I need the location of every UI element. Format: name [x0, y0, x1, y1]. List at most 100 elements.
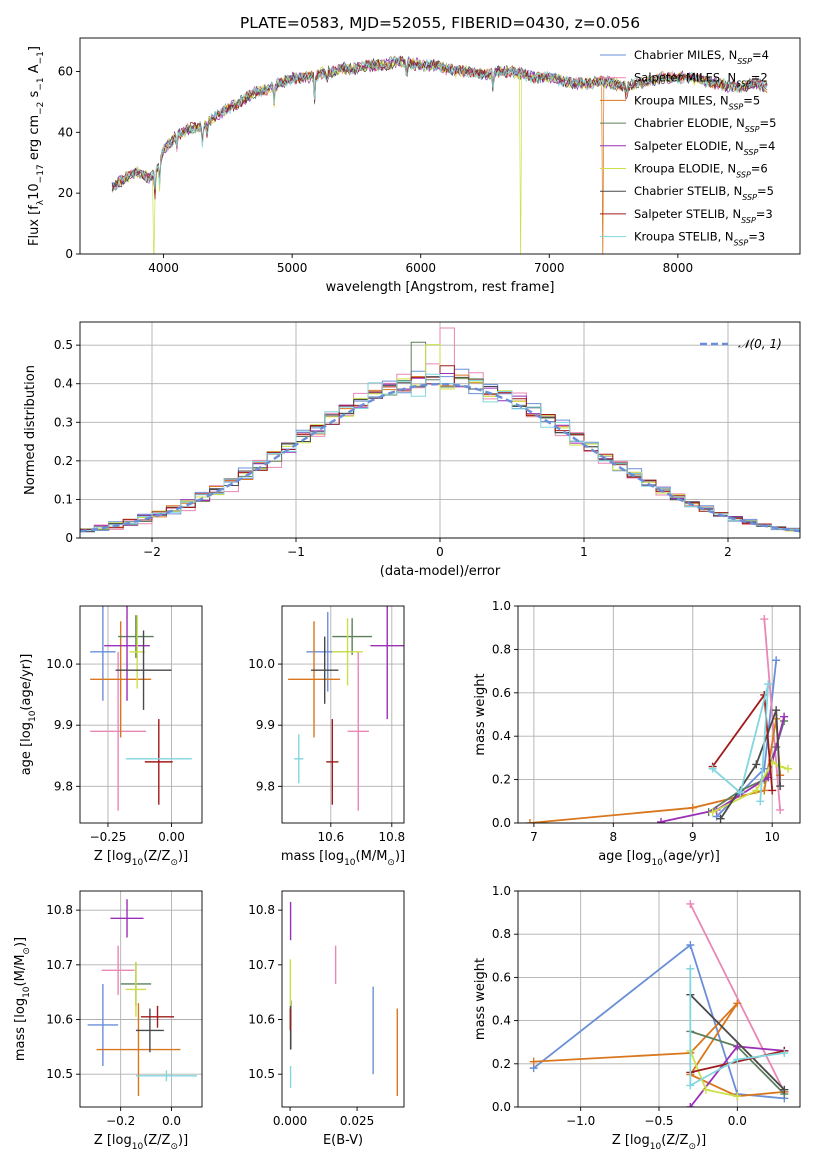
weight-line: [689, 994, 785, 1091]
label-part: 10: [132, 858, 144, 868]
x-tick-label: 10: [765, 830, 780, 844]
legend-text: Salpeter MILES, N: [634, 71, 736, 85]
legend-tail: =3: [756, 207, 773, 221]
legend-text: Kroupa MILES, N: [634, 93, 729, 107]
axes-frame: [281, 605, 405, 824]
label-part: Flux [f: [27, 205, 42, 246]
weight-line: [712, 683, 770, 802]
legend-tail: =5: [757, 184, 774, 198]
y-tick-label: 10.8: [46, 903, 73, 917]
weight-marker: [768, 786, 777, 795]
weight-line: [689, 903, 786, 1093]
y-tick-label: 10.5: [46, 1067, 73, 1081]
weight-marker: [702, 1085, 710, 1094]
legend-tail: =6: [751, 162, 768, 176]
y-tick-label: 0.4: [54, 377, 73, 391]
histogram-series: [80, 373, 800, 538]
legend-tail: =5: [743, 93, 760, 107]
weight-marker: [760, 615, 769, 624]
weight-line: [689, 968, 785, 1087]
y-tick-label: 10.6: [46, 1013, 73, 1027]
y-tick-label: 10.5: [248, 1067, 275, 1081]
x-axis-label: E(B-V): [323, 1133, 363, 1148]
axes-age_vs_mass: 10.6 10.8 9.8 9.9 10.0 mass [log10(M/M⊙)]: [248, 605, 405, 868]
y-tick-label: 60: [58, 64, 73, 78]
y-tick-label: 10.7: [248, 958, 275, 972]
label-part: 10: [344, 858, 356, 868]
weight-marker: [756, 797, 765, 806]
legend-label: Chabrier ELODIE, NSSP=5: [634, 116, 776, 134]
weight-marker: [776, 782, 785, 791]
y-tick-label: 9.8: [54, 779, 73, 793]
weight-marker: [733, 1055, 742, 1064]
label-part: 10: [27, 183, 42, 200]
legend-text: Salpeter ELODIE, N: [634, 139, 744, 153]
x-axis-label: wavelength [Angstrom, rest frame]: [326, 280, 555, 295]
legend-tail: =5: [760, 116, 777, 130]
axes-age_vs_Z: −0.25 0.009.89.910.0Z [log10(Z/Z⊙)]age [l…: [19, 605, 203, 868]
axes-spectrum: 4000 5000 6000 7000 8000 0 20 40 60 wavelength [A…: [27, 37, 801, 295]
x-tick-label: 10.6: [317, 830, 344, 844]
x-tick-label: 1: [580, 545, 588, 559]
y-tick-label: 0.1: [54, 492, 73, 506]
x-tick-label: 8: [610, 830, 618, 844]
x-tick-label: −1: [287, 545, 305, 559]
x-axis-label: Z [log10(Z/Z⊙)]: [94, 849, 188, 868]
weight-line: [660, 716, 785, 823]
weight-marker: [708, 808, 717, 817]
x-tick-label: 0.0: [728, 1114, 747, 1128]
y-axis-label: mass weight: [473, 673, 488, 755]
label-part: ⊙: [22, 947, 32, 955]
weight-marker: [686, 941, 695, 949]
x-tick-label: 7: [530, 830, 538, 844]
label-part: Z [log: [94, 1133, 132, 1148]
axes-frame: [79, 37, 801, 255]
axes-frame: [517, 605, 801, 824]
legend-sub: SSP: [744, 147, 759, 156]
weight-marker: [686, 1081, 695, 1090]
y-tick-label: 0.4: [492, 1014, 511, 1028]
weight-marker: [764, 680, 773, 689]
y-tick-label: 0.0: [492, 816, 511, 830]
legend-label: Salpeter STELIB, NSSP=3: [634, 207, 773, 225]
axes-frame: [281, 890, 405, 1108]
figure-title: PLATE=0583, MJD=52055, FIBERID=0430, z=0…: [240, 14, 640, 32]
label-part: mass [log: [281, 849, 344, 864]
legend-sub: SSP: [745, 125, 760, 134]
x-tick-label: −2: [143, 545, 161, 559]
legend-sub: SSP: [741, 215, 756, 224]
y-tick-label: 1.0: [492, 599, 511, 613]
x-axis-label: age [log10(age/yr)]: [598, 849, 720, 868]
y-tick-label: 0.6: [492, 686, 511, 700]
x-tick-label: 0.000: [273, 1114, 307, 1128]
spectrum-line: [111, 55, 768, 193]
y-tick-label: 0.4: [492, 729, 511, 743]
y-tick-label: 10.6: [248, 1013, 275, 1027]
axes-frame: [79, 321, 801, 539]
label-part: age [log: [19, 722, 34, 775]
weight-marker: [733, 1092, 742, 1101]
x-axis-label: (data-model)/error: [380, 564, 501, 579]
label-part: −1: [36, 77, 46, 90]
x-axis-label: Z [log10(Z/Z⊙)]: [612, 1133, 706, 1152]
y-tick-label: 0.6: [492, 970, 511, 984]
label-part: 10: [28, 710, 38, 722]
label-part: )]: [13, 937, 28, 947]
y-axis-label: Normed distribution: [23, 365, 38, 495]
label-part: λ: [36, 199, 46, 205]
x-tick-label: −0.25: [90, 830, 127, 844]
y-tick-label: 0.5: [54, 338, 73, 352]
legend-tail: =4: [758, 139, 775, 153]
weight-marker: [688, 803, 697, 812]
label-part: −2: [36, 102, 46, 115]
label-part: )]: [178, 1133, 188, 1148]
label-part: (Z/Z: [143, 849, 170, 864]
x-tick-label: 5000: [277, 261, 308, 275]
x-tick-label: 0.0: [162, 1114, 181, 1128]
label-part: (Z/Z: [661, 1133, 688, 1148]
label-part: (Z/Z: [143, 1133, 170, 1148]
weight-marker: [525, 819, 534, 823]
label-part: (age/yr)]: [663, 849, 720, 864]
label-part: 10: [22, 986, 32, 998]
legend-sub: SSP: [736, 79, 751, 88]
